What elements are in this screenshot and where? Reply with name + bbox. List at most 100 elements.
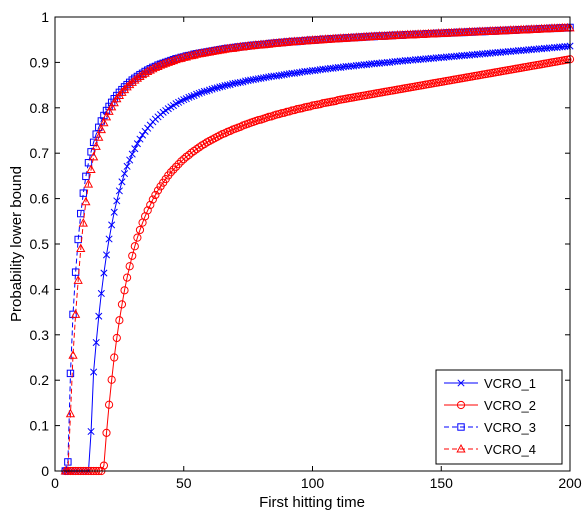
data-point — [119, 84, 130, 94]
data-point — [122, 81, 132, 91]
data-point — [95, 312, 103, 320]
data-point — [97, 289, 105, 298]
data-point — [100, 269, 108, 277]
y-tick-label: 0.2 — [30, 372, 50, 388]
data-point — [65, 408, 76, 418]
data-point — [102, 251, 111, 259]
data-point — [108, 221, 116, 229]
legend-label: VCRO_2 — [484, 398, 536, 413]
data-point — [213, 84, 221, 92]
series-vcro-4 — [60, 22, 575, 475]
data-point — [185, 93, 193, 101]
legend-box — [435, 369, 563, 465]
y-tick-label: 1 — [41, 9, 49, 25]
data-point — [86, 164, 96, 174]
y-tick-label: 0.8 — [30, 100, 50, 116]
data-point — [146, 200, 155, 210]
data-point — [107, 101, 117, 111]
data-point — [176, 53, 186, 62]
data-point — [198, 88, 206, 96]
legend-marker — [457, 379, 465, 387]
data-point — [174, 159, 183, 169]
y-tick-label: 0.6 — [30, 191, 50, 207]
data-point — [84, 159, 93, 167]
data-point — [112, 333, 121, 343]
data-point — [236, 78, 244, 86]
data-point — [109, 97, 119, 107]
data-point — [125, 262, 134, 271]
data-point — [184, 150, 193, 160]
data-point — [92, 338, 100, 347]
data-point — [171, 54, 181, 64]
data-point — [133, 233, 142, 242]
data-point — [135, 225, 145, 235]
data-point — [99, 117, 109, 127]
y-tick-label: 0.3 — [30, 327, 50, 343]
data-point — [131, 145, 139, 153]
data-point — [104, 106, 114, 115]
data-point — [205, 86, 214, 94]
data-point — [66, 369, 75, 378]
data-point — [216, 83, 224, 91]
data-point — [68, 350, 78, 359]
data-point — [187, 92, 196, 101]
y-tick-label: 0.9 — [30, 54, 50, 70]
legend-marker — [456, 400, 466, 410]
data-point — [169, 165, 178, 174]
legend-marker — [456, 443, 466, 453]
data-point — [148, 195, 157, 204]
data-point — [102, 428, 111, 437]
y-tick-label: 0 — [41, 463, 49, 479]
data-point — [203, 87, 211, 95]
data-point — [171, 162, 181, 171]
data-point — [211, 84, 219, 92]
y-tick-label: 0.7 — [30, 145, 50, 161]
data-point — [181, 51, 191, 61]
data-point — [226, 81, 234, 89]
data-point — [70, 309, 81, 318]
data-point — [223, 81, 232, 89]
x-axis-title: First hitting time — [259, 494, 365, 510]
data-point — [79, 189, 88, 197]
data-point — [89, 138, 98, 147]
x-tick-label: 100 — [301, 475, 325, 491]
data-point — [120, 286, 129, 295]
data-point — [200, 87, 208, 96]
data-point — [78, 218, 88, 227]
data-point — [115, 316, 124, 325]
data-point — [83, 179, 94, 188]
data-point — [193, 90, 201, 98]
data-point — [180, 96, 188, 104]
data-point — [128, 150, 136, 158]
data-point — [166, 168, 175, 177]
data-point — [177, 157, 186, 166]
data-point — [153, 186, 163, 195]
data-point — [107, 375, 116, 384]
x-tick-label: 50 — [176, 475, 192, 491]
y-tick-label: 0.4 — [30, 281, 50, 297]
data-point — [130, 242, 139, 251]
tick-layer: 0 50 100 150 200 0 0.1 0.2 0.3 0.4 0.5 0.6 0.7 0.8 0.9… — [30, 9, 582, 491]
data-point — [143, 206, 152, 215]
data-point — [88, 151, 99, 161]
data-point — [118, 178, 126, 186]
data-point — [128, 251, 137, 260]
data-point — [110, 353, 119, 362]
data-point — [91, 141, 101, 150]
data-point — [94, 132, 104, 141]
legend: VCRO_1 VCRO_2 VCRO_3 VCRO_4 — [435, 369, 563, 465]
data-point — [99, 461, 109, 470]
data-point — [123, 162, 131, 170]
data-point — [96, 124, 106, 134]
data-point — [189, 50, 199, 59]
legend-label: VCRO_3 — [484, 420, 536, 435]
data-point — [151, 190, 160, 200]
data-point — [136, 135, 144, 143]
data-point — [117, 300, 127, 309]
legend-marker — [457, 423, 465, 431]
data-point — [110, 208, 118, 216]
y-tick-label: 0.5 — [30, 236, 50, 252]
data-point — [126, 156, 134, 164]
data-point — [90, 368, 98, 376]
